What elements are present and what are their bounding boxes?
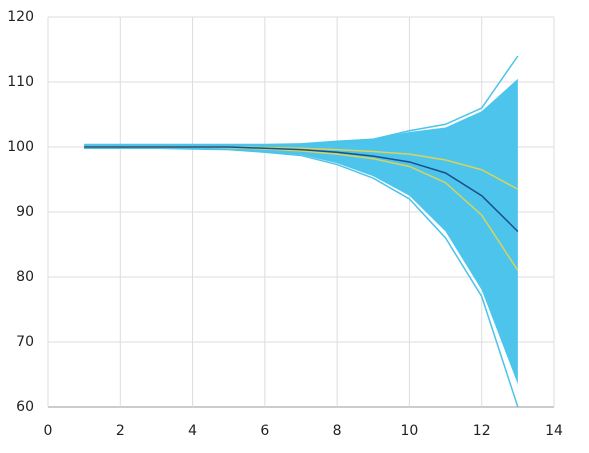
y-tick-label: 90 xyxy=(16,204,34,220)
series-line xyxy=(84,146,519,233)
y-tick-label: 120 xyxy=(7,9,34,25)
y-tick-label: 70 xyxy=(16,334,34,350)
x-tick-label: 14 xyxy=(545,423,563,439)
x-tick-label: 2 xyxy=(116,423,125,439)
y-tick-label: 110 xyxy=(7,74,34,90)
series-line xyxy=(84,55,519,147)
x-tick-label: 0 xyxy=(44,423,53,439)
x-tick-label: 12 xyxy=(473,423,491,439)
band xyxy=(84,78,518,385)
y-tick-label: 80 xyxy=(16,269,34,285)
x-tick-label: 10 xyxy=(401,423,419,439)
x-tick-label: 8 xyxy=(333,423,342,439)
x-tick-label: 6 xyxy=(260,423,269,439)
y-tick-label: 100 xyxy=(7,139,34,155)
series-line xyxy=(84,147,519,408)
x-tick-label: 4 xyxy=(188,423,197,439)
y-tick-label: 60 xyxy=(16,399,34,415)
